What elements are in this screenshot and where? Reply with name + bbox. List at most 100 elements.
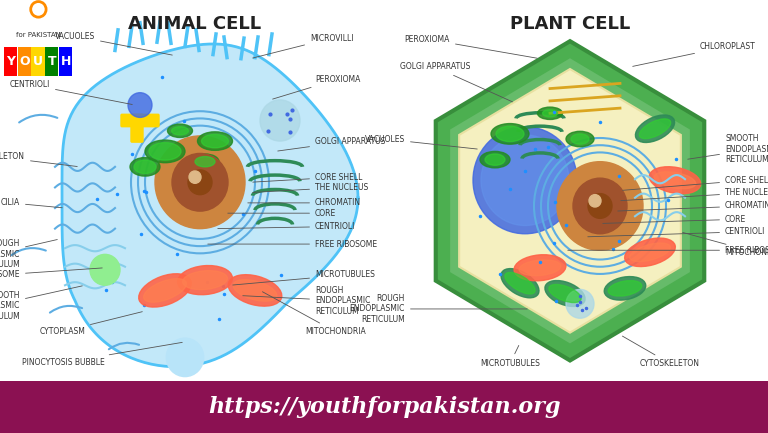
Text: CENTRIOLI: CENTRIOLI [218,222,356,231]
Text: MITOCHONDRIA: MITOCHONDRIA [263,292,366,336]
Text: ANIMAL CELL: ANIMAL CELL [128,16,262,33]
Circle shape [167,339,203,376]
Text: FREE RIBOSOME: FREE RIBOSOME [568,246,768,255]
FancyBboxPatch shape [18,47,31,76]
Circle shape [155,136,245,229]
FancyBboxPatch shape [45,47,58,76]
Text: MITOCHONDRIA: MITOCHONDRIA [683,233,768,257]
FancyBboxPatch shape [0,381,768,433]
Text: GOLGI APPARATUS: GOLGI APPARATUS [278,136,386,151]
Ellipse shape [491,123,529,144]
Text: CENTRIOLI: CENTRIOLI [10,80,132,104]
Text: T: T [48,55,56,68]
Ellipse shape [191,154,219,169]
Text: PLANT CELL: PLANT CELL [510,16,630,33]
Ellipse shape [639,119,670,139]
Text: CORE: CORE [228,209,336,218]
Ellipse shape [139,274,191,307]
Ellipse shape [149,142,181,160]
Circle shape [473,127,577,234]
Ellipse shape [183,271,227,290]
Ellipse shape [228,275,282,306]
Circle shape [90,254,120,285]
Text: PEROXIOMA: PEROXIOMA [405,35,538,58]
FancyBboxPatch shape [131,114,143,142]
Circle shape [188,170,212,195]
Text: ROUGH
ENDOPLASMIC
RETICULUM: ROUGH ENDOPLASMIC RETICULUM [243,286,370,316]
Text: THE NUCLEUS: THE NUCLEUS [621,188,768,200]
Text: U: U [33,55,43,68]
Polygon shape [62,44,358,367]
Text: PINOCYTOSIS BUBBLE: PINOCYTOSIS BUBBLE [22,343,182,367]
Ellipse shape [171,127,188,135]
Text: CHROMATIN: CHROMATIN [248,198,361,207]
FancyBboxPatch shape [31,47,45,76]
Circle shape [128,93,152,117]
Circle shape [557,162,643,250]
Text: CORE SHELL: CORE SHELL [623,176,768,190]
Text: CILIA: CILIA [1,198,62,208]
FancyBboxPatch shape [121,114,159,127]
Text: VACUOLES: VACUOLES [55,32,172,55]
Circle shape [189,171,201,183]
Ellipse shape [519,260,561,276]
Text: for PAKISTAN: for PAKISTAN [16,32,61,38]
FancyBboxPatch shape [59,47,72,76]
Ellipse shape [566,131,594,147]
Circle shape [481,135,569,226]
Text: CORE SHELL: CORE SHELL [253,173,362,182]
Polygon shape [435,41,704,360]
Circle shape [589,195,601,207]
Circle shape [566,289,594,318]
Text: CHROMATIN: CHROMATIN [617,201,768,211]
Text: SMOOTH
ENDOPLASMIC
RETICULUM: SMOOTH ENDOPLASMIC RETICULUM [0,286,82,321]
Text: PEROXIOMA: PEROXIOMA [273,75,360,99]
Ellipse shape [545,281,585,307]
Text: FREE RIBOSOME: FREE RIBOSOME [208,239,377,249]
Ellipse shape [608,281,642,296]
Text: H: H [61,55,71,68]
Text: MICROVILLI: MICROVILLI [253,34,353,58]
Circle shape [588,194,612,218]
Ellipse shape [167,124,193,138]
Ellipse shape [571,134,589,144]
Ellipse shape [144,279,187,302]
Ellipse shape [195,157,215,167]
Ellipse shape [649,167,700,194]
Ellipse shape [635,115,674,142]
Ellipse shape [501,268,539,298]
Polygon shape [449,57,691,345]
Text: VACUOLES: VACUOLES [365,135,477,149]
Ellipse shape [514,255,566,281]
Circle shape [573,178,627,234]
Text: ROUGH
ENDOPLASMIC
RETICULUM: ROUGH ENDOPLASMIC RETICULUM [349,294,527,324]
Ellipse shape [630,243,670,262]
Ellipse shape [130,158,160,176]
Text: THE NUCLEUS: THE NUCLEUS [253,183,368,192]
Ellipse shape [233,280,276,301]
FancyBboxPatch shape [4,47,17,76]
Text: CYTOSKELETON: CYTOSKELETON [0,152,78,167]
Text: CORE: CORE [603,215,746,224]
Ellipse shape [538,107,562,120]
Text: CYTOPLASM: CYTOPLASM [39,312,142,336]
Polygon shape [459,69,681,333]
Text: O: O [19,55,29,68]
Ellipse shape [624,238,675,267]
Ellipse shape [145,140,185,163]
Ellipse shape [177,265,233,295]
Ellipse shape [549,284,581,303]
Ellipse shape [485,154,505,165]
Text: CHLOROPLAST: CHLOROPLAST [633,42,756,66]
Ellipse shape [505,272,535,294]
Ellipse shape [542,110,558,117]
Ellipse shape [604,277,646,300]
Text: ROUGH
ENDOPLASMIC
RETICULUM: ROUGH ENDOPLASMIC RETICULUM [0,239,58,269]
Text: MICROTUBULES: MICROTUBULES [480,346,540,368]
Circle shape [260,100,300,141]
Text: GOLGI APPARATUS: GOLGI APPARATUS [399,62,512,102]
Text: CYTOSKELETON: CYTOSKELETON [622,336,700,368]
Text: CENTRIOLI: CENTRIOLI [588,227,766,237]
Ellipse shape [654,172,696,189]
Text: https://youthforpakistan.org: https://youthforpakistan.org [208,396,560,418]
